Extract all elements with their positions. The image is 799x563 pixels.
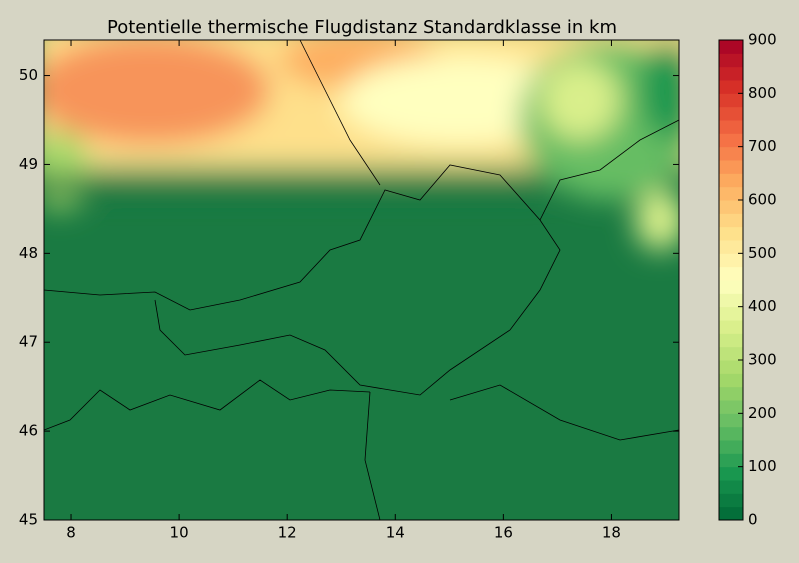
colorbar-band <box>719 480 743 494</box>
colorbar-frame <box>718 39 744 521</box>
chart-title: Potentielle thermische Flugdistanz Stand… <box>107 17 617 38</box>
colorbar-band <box>719 146 743 161</box>
colorbar-tick-label: 0 <box>748 511 758 529</box>
colorbar-tick-label: 400 <box>748 297 777 315</box>
colorbar-band <box>719 306 743 321</box>
colorbar-band <box>719 386 743 401</box>
colorbar-band <box>719 213 743 228</box>
x-tick-label: 10 <box>170 524 189 542</box>
colorbar-tick-label: 600 <box>748 191 777 209</box>
colorbar-tick-label: 900 <box>748 31 777 49</box>
x-tick-label: 18 <box>602 524 621 542</box>
colorbar-band <box>719 400 743 414</box>
colorbar-band <box>719 253 743 268</box>
colorbar-band <box>719 453 743 468</box>
colorbar-band <box>719 440 743 454</box>
colorbar-band <box>719 226 743 241</box>
colorbar-band <box>719 200 743 214</box>
colorbar-band <box>719 240 743 254</box>
colorbar-band <box>719 133 743 148</box>
colorbar-tick-label: 300 <box>748 351 777 369</box>
colorbar-band <box>719 66 743 81</box>
colorbar-band <box>719 493 743 508</box>
y-tick-label: 49 <box>19 155 38 173</box>
colorbar-band <box>719 293 743 308</box>
y-tick-label: 45 <box>19 511 38 529</box>
colorbar-band <box>719 426 743 441</box>
colorbar-tick-label: 700 <box>748 137 777 155</box>
colorbar-band <box>719 173 743 188</box>
colorbar-band <box>719 506 743 521</box>
colorbar-band <box>719 373 743 388</box>
colorbar-band <box>719 266 743 281</box>
colorbar-band <box>719 106 743 121</box>
colorbar-band <box>719 346 743 361</box>
x-tick-label: 8 <box>66 524 76 542</box>
x-tick-label: 16 <box>494 524 513 542</box>
y-tick-label: 47 <box>19 333 38 351</box>
colorbar-tick-label: 100 <box>748 457 777 475</box>
colorbar-band <box>719 320 743 334</box>
colorbar-band <box>719 280 743 294</box>
y-tick-label: 50 <box>19 66 38 84</box>
colorbar-band <box>719 466 743 481</box>
x-tick-label: 14 <box>386 524 405 542</box>
colorbar-band <box>719 53 743 68</box>
plot-frame <box>43 39 680 521</box>
colorbar-band <box>719 413 743 428</box>
y-tick-label: 46 <box>19 422 38 440</box>
colorbar-band <box>719 333 743 348</box>
colorbar-tick-label: 800 <box>748 84 777 102</box>
colorbar-band <box>719 186 743 201</box>
colorbar-band <box>719 120 743 134</box>
x-tick-label: 12 <box>278 524 297 542</box>
contour-field <box>44 40 679 520</box>
colorbar-band <box>719 160 743 174</box>
colorbar-band <box>719 80 743 94</box>
colorbar-tick-label: 500 <box>748 244 777 262</box>
colorbar-band <box>719 93 743 108</box>
y-tick-label: 48 <box>19 244 38 262</box>
colorbar-tick-label: 200 <box>748 404 777 422</box>
colorbar-band <box>719 40 743 54</box>
colorbar-band <box>719 360 743 374</box>
